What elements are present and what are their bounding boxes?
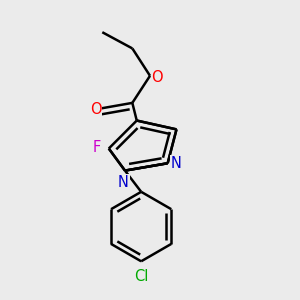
Text: O: O	[152, 70, 163, 85]
Text: N: N	[118, 175, 129, 190]
Text: N: N	[171, 156, 182, 171]
Text: F: F	[92, 140, 101, 154]
Text: O: O	[90, 103, 101, 118]
Text: Cl: Cl	[134, 269, 148, 284]
